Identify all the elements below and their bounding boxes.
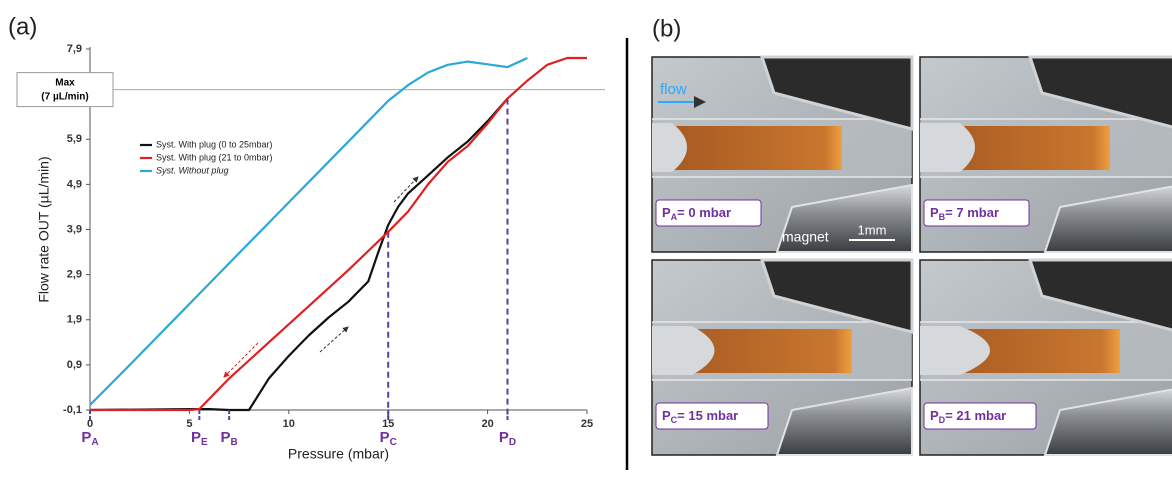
y-tick-label: 3,9 bbox=[67, 223, 82, 235]
photo-text: = 0 mbar bbox=[677, 205, 731, 220]
plug-tail bbox=[652, 123, 687, 172]
photo-label: PC= 15 mbar bbox=[662, 408, 738, 425]
arrows bbox=[223, 176, 419, 378]
max-label: Max bbox=[55, 77, 75, 88]
marker-letter: P bbox=[191, 429, 201, 446]
marker-letter: P bbox=[221, 429, 231, 446]
photo-sub: B bbox=[939, 212, 946, 222]
max-box bbox=[16, 72, 114, 108]
series-line bbox=[89, 97, 509, 412]
plug-tail bbox=[652, 326, 715, 375]
chart: -0,1 0,9 1,9 2,9 3,9 4,9 5,9 7,9 0 5 10 15 20 25 Press… bbox=[16, 43, 605, 462]
legend-label: Syst. Without plug bbox=[156, 165, 228, 175]
x-axis-label: Pressure (mbar) bbox=[288, 446, 389, 462]
marker-label: PB bbox=[221, 429, 238, 448]
x-tick-label: 10 bbox=[283, 418, 295, 430]
magnet-label: magnet bbox=[782, 229, 829, 245]
series-line bbox=[90, 56, 587, 412]
scale-label: 1mm bbox=[858, 222, 887, 237]
x-tick-label: 20 bbox=[481, 418, 493, 430]
photo-label: PA= 0 mbar bbox=[662, 205, 731, 222]
marker-sub: C bbox=[390, 437, 397, 448]
marker-label: PD bbox=[499, 429, 516, 448]
marker-letter: P bbox=[380, 429, 390, 446]
marker-letter: P bbox=[81, 429, 91, 446]
x-tick-label: 5 bbox=[186, 418, 192, 430]
series-line bbox=[89, 56, 528, 406]
photo-p: P bbox=[662, 205, 671, 220]
marker-label: PE bbox=[191, 429, 208, 448]
marker-sub: E bbox=[201, 437, 208, 448]
marker-label: PC bbox=[380, 429, 397, 448]
plug-tail bbox=[920, 326, 990, 375]
label-box bbox=[923, 402, 1037, 430]
panel-label: (b) bbox=[652, 15, 681, 42]
max-label: (7 µL/min) bbox=[41, 91, 88, 102]
x-tick-label: 15 bbox=[382, 418, 394, 430]
y-tick-label: 5,9 bbox=[67, 133, 82, 145]
marker-letter: P bbox=[499, 429, 509, 446]
y-tick-label: 7,9 bbox=[67, 43, 82, 55]
photo-text: = 7 mbar bbox=[945, 205, 999, 220]
photo-sub: C bbox=[671, 415, 678, 425]
x-tick-label: 25 bbox=[581, 418, 593, 430]
flow-label: flow bbox=[660, 81, 687, 98]
photo-label: PD= 21 mbar bbox=[930, 408, 1006, 425]
legend-label: Syst. With plug (0 to 25mbar) bbox=[156, 139, 273, 149]
photo-p: P bbox=[930, 205, 939, 220]
photo: PD= 21 mbar bbox=[918, 258, 1172, 457]
photo-p: P bbox=[930, 408, 939, 423]
y-axis-label: Flow rate OUT (µL/min) bbox=[36, 156, 52, 302]
label-box bbox=[655, 199, 762, 227]
photo-p: P bbox=[662, 408, 671, 423]
label-box bbox=[923, 199, 1030, 227]
photo-label: PB= 7 mbar bbox=[930, 205, 999, 222]
photo-text: = 15 mbar bbox=[677, 408, 738, 423]
photo-sub: D bbox=[939, 415, 946, 425]
x-tick-label: 0 bbox=[87, 418, 93, 430]
photo: PA= 0 mbar flow magnet 1mm bbox=[650, 55, 914, 254]
marker-sub: A bbox=[91, 437, 98, 448]
marker-sub: B bbox=[231, 437, 238, 448]
y-tick-label: 4,9 bbox=[67, 178, 82, 190]
legend-label: Syst. With plug (21 to 0mbar) bbox=[156, 152, 273, 162]
photo-text: = 21 mbar bbox=[945, 408, 1006, 423]
marker-sub: D bbox=[509, 437, 516, 448]
panel-label: (a) bbox=[8, 13, 37, 40]
photo: PB= 7 mbar bbox=[918, 55, 1172, 254]
plug-tail bbox=[920, 123, 975, 172]
y-tick-label: 2,9 bbox=[67, 269, 82, 281]
label-box bbox=[655, 402, 769, 430]
y-tick-label: -0,1 bbox=[63, 404, 82, 416]
photo: PC= 15 mbar bbox=[650, 258, 914, 457]
y-tick-label: 0,9 bbox=[67, 359, 82, 371]
photo-sub: A bbox=[671, 212, 678, 222]
marker-label: PA bbox=[81, 429, 98, 448]
y-tick-label: 1,9 bbox=[67, 314, 82, 326]
plug bbox=[672, 126, 842, 170]
